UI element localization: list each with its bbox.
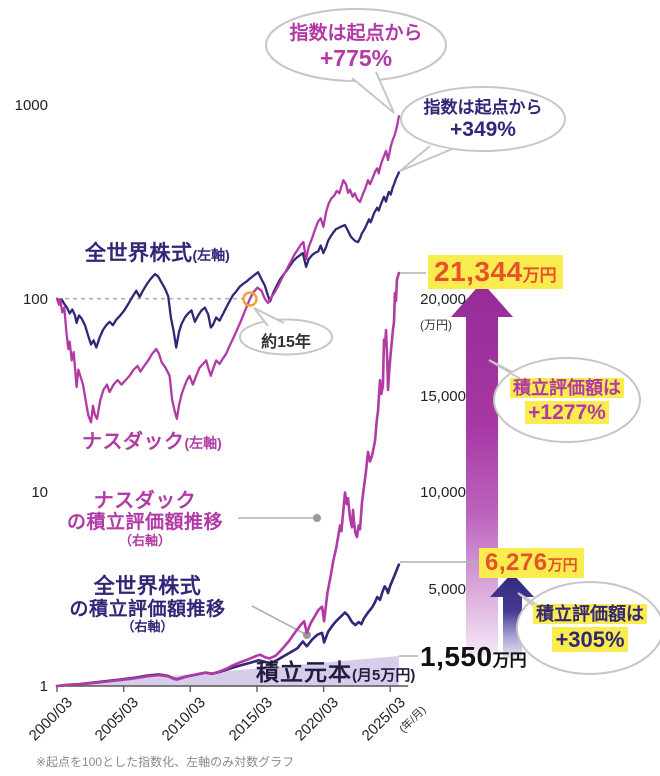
world-final-value: 6,276万円 [479,548,584,578]
left-axis-tick-10: 10 [31,484,48,501]
nasdaq-index-label: ナスダック(左軸) [82,431,222,453]
left-axis-tick-1000: 1000 [14,97,48,114]
nasdaq-index-line [55,115,401,424]
right-axis-tick-15000: 15,000 [420,388,466,405]
right-axis-tick-5000: 5,000 [428,581,466,598]
world-accum-label: 全世界株式 の積立評価額推移 （右軸） [69,575,226,634]
leader-lines [238,272,477,657]
nasdaq-accum-line [55,271,401,688]
principal-final-value: 1,550万円 [420,641,527,672]
principal-area [57,656,399,686]
world-index-line [55,171,401,349]
recovery-point-ring [242,291,258,307]
bubble-nasdaq-accum-gain: 積立評価額は +1277% [497,378,637,425]
bubble-world-accum-gain: 積立評価額は +305% [520,604,660,652]
principal-label: 積立元本(月5万円) [256,659,416,685]
nasdaq-final-value: 21,344万円 [428,255,563,289]
world-index-label: 全世界株式(左軸) [85,242,230,265]
bubble-nasdaq-index-gain: 指数は起点から +775% [289,23,423,71]
right-axis-unit: (万円) [420,318,452,332]
nasdaq-accum-label: ナスダック の積立評価額推移 （右軸） [66,490,223,548]
bubble-world-index-gain: 指数は起点から +349% [423,98,543,141]
footnote: ※起点を100とした指数化、左軸のみ対数グラフ [36,755,295,769]
bubble-recovery-years: 約15年 [261,334,311,351]
left-axis-tick-100: 100 [22,291,48,308]
world-gain-arrow [490,573,534,658]
left-axis-tick-1: 1 [39,678,48,695]
right-axis-tick-10000: 10,000 [420,484,466,501]
leader-dot-world-accum [303,631,311,639]
right-axis-tick-20000: 20,000 [420,291,466,308]
leader-dot-nasdaq-accum [313,514,321,522]
